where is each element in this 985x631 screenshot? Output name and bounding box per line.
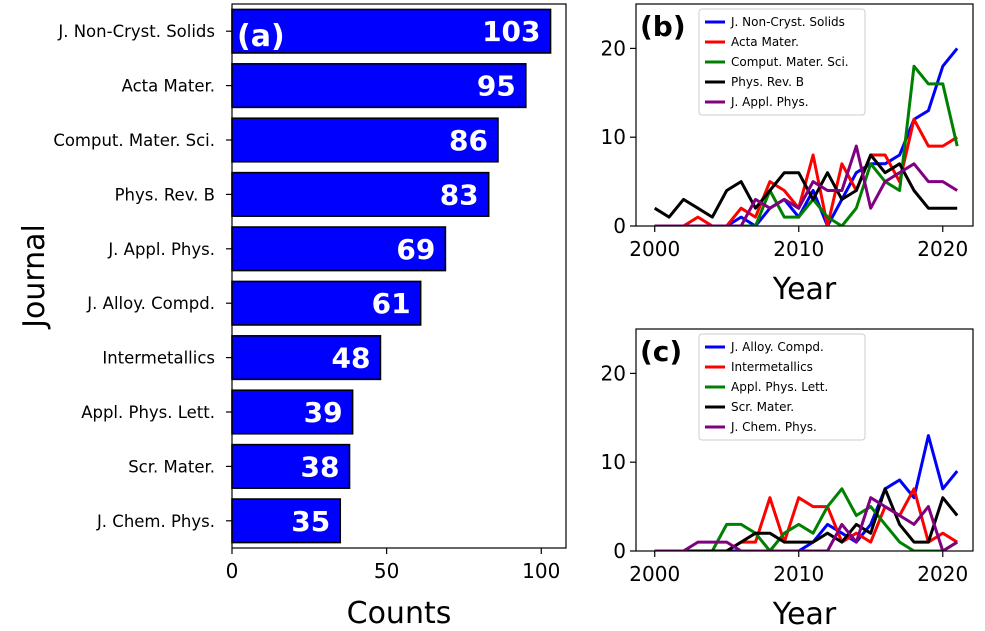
series-line xyxy=(654,487,959,551)
y-tick-label: 20 xyxy=(601,361,626,385)
plot-frame xyxy=(231,3,567,549)
bar-value-label: 69 xyxy=(396,233,435,266)
series-line xyxy=(654,117,958,226)
legend-label: J. Non-Cryst. Solids xyxy=(730,15,845,29)
panel-label: (b) xyxy=(640,10,686,43)
panel-b: 2000 2010 2020 0 10 20 Year (b) J. Non-Cryst. So… xyxy=(601,3,974,307)
y-tick-label: 0 xyxy=(613,539,626,563)
legend-label: Comput. Mater. Sci. xyxy=(731,55,849,69)
series-line xyxy=(653,153,958,219)
y-tick-label: 0 xyxy=(613,214,626,238)
panel-label: (c) xyxy=(640,335,682,368)
series-line xyxy=(654,434,959,551)
series-line xyxy=(654,144,958,226)
legend-label: Appl. Phys. Lett. xyxy=(731,380,828,394)
legend-label: J. Alloy. Compd. xyxy=(730,340,824,354)
y-tick-label: Phys. Rev. B xyxy=(115,185,215,204)
legend-label: J. Chem. Phys. xyxy=(730,420,817,434)
bar-value-label: 86 xyxy=(449,124,488,157)
series-lines xyxy=(653,47,959,226)
bar-value-label: 61 xyxy=(372,287,411,320)
series-lines xyxy=(654,434,959,551)
bar xyxy=(231,335,382,381)
y-tick-label: Scr. Mater. xyxy=(128,457,215,476)
y-tick-label: Comput. Mater. Sci. xyxy=(53,131,215,150)
legend-label: Phys. Rev. B xyxy=(731,75,804,89)
y-tick-label: Acta Mater. xyxy=(122,77,215,96)
legend-box xyxy=(698,333,866,441)
bar xyxy=(231,8,552,54)
bar xyxy=(231,443,351,489)
legend-label: Scr. Mater. xyxy=(731,400,794,414)
y-tick-label: J. Chem. Phys. xyxy=(96,512,215,531)
y-tick-label: J. Appl. Phys. xyxy=(107,240,215,259)
x-tick-label: 0 xyxy=(226,559,239,583)
x-tick-label: 2020 xyxy=(917,562,968,586)
x-tick-label: 2010 xyxy=(773,562,824,586)
y-axis-label: Journal xyxy=(17,224,52,330)
y-tick-label: J. Alloy. Compd. xyxy=(86,294,215,313)
bar xyxy=(231,226,447,272)
bar-value-label: 103 xyxy=(482,15,540,48)
x-tick-label: 100 xyxy=(522,559,560,583)
y-tick-label: 10 xyxy=(601,125,626,149)
x-tick-label: 2000 xyxy=(629,237,680,261)
series-line xyxy=(654,487,958,551)
x-tick-label: 2020 xyxy=(917,237,968,261)
x-axis-label: Counts xyxy=(347,596,452,631)
bar-value-label: 38 xyxy=(301,450,340,483)
x-axis-label: Year xyxy=(772,597,837,631)
bar-value-label: 35 xyxy=(291,505,330,538)
legend-label: Acta Mater. xyxy=(731,35,799,49)
legend-label: Intermetallics xyxy=(731,360,813,374)
x-tick-label: 2000 xyxy=(629,562,680,586)
panel-label: (a) xyxy=(237,19,285,54)
bar-value-label: 83 xyxy=(440,178,479,211)
series-line xyxy=(654,487,958,551)
y-tick-label: Intermetallics xyxy=(102,349,215,368)
bar xyxy=(231,171,490,217)
panel-c: 2000 2010 2020 0 10 20 Year (c) J. Alloy. Compd.… xyxy=(601,328,974,631)
legend-box xyxy=(698,8,866,116)
bar-value-label: 39 xyxy=(304,396,343,429)
x-tick-label: 50 xyxy=(374,559,399,583)
x-tick-label: 2010 xyxy=(773,237,824,261)
plot-frame xyxy=(635,328,974,552)
series-line xyxy=(654,496,958,551)
y-tick-label: 20 xyxy=(601,36,626,60)
y-tick-label: 10 xyxy=(601,450,626,474)
y-tick-label: J. Non-Cryst. Solids xyxy=(57,22,215,41)
bar xyxy=(231,389,354,435)
panel-a: 103 J. Non-Cryst. Solids 95 Acta Mater. 86 Co… xyxy=(17,3,567,631)
y-tick-label: Appl. Phys. Lett. xyxy=(81,403,215,422)
bar-value-label: 95 xyxy=(477,70,516,103)
x-axis-label: Year xyxy=(772,272,837,307)
plot-frame xyxy=(635,3,974,227)
legend-label: J. Appl. Phys. xyxy=(730,95,809,109)
bar-value-label: 48 xyxy=(331,342,370,375)
series-line xyxy=(654,64,959,226)
bar xyxy=(231,63,527,109)
